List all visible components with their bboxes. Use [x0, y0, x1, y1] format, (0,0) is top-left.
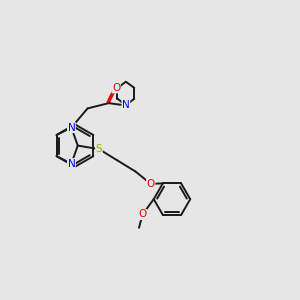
Text: O: O	[147, 179, 155, 189]
Text: N: N	[122, 100, 130, 110]
Text: O: O	[138, 209, 147, 220]
Text: S: S	[96, 144, 102, 154]
Text: N: N	[68, 123, 75, 133]
Text: O: O	[112, 83, 120, 93]
Text: N: N	[68, 159, 75, 169]
